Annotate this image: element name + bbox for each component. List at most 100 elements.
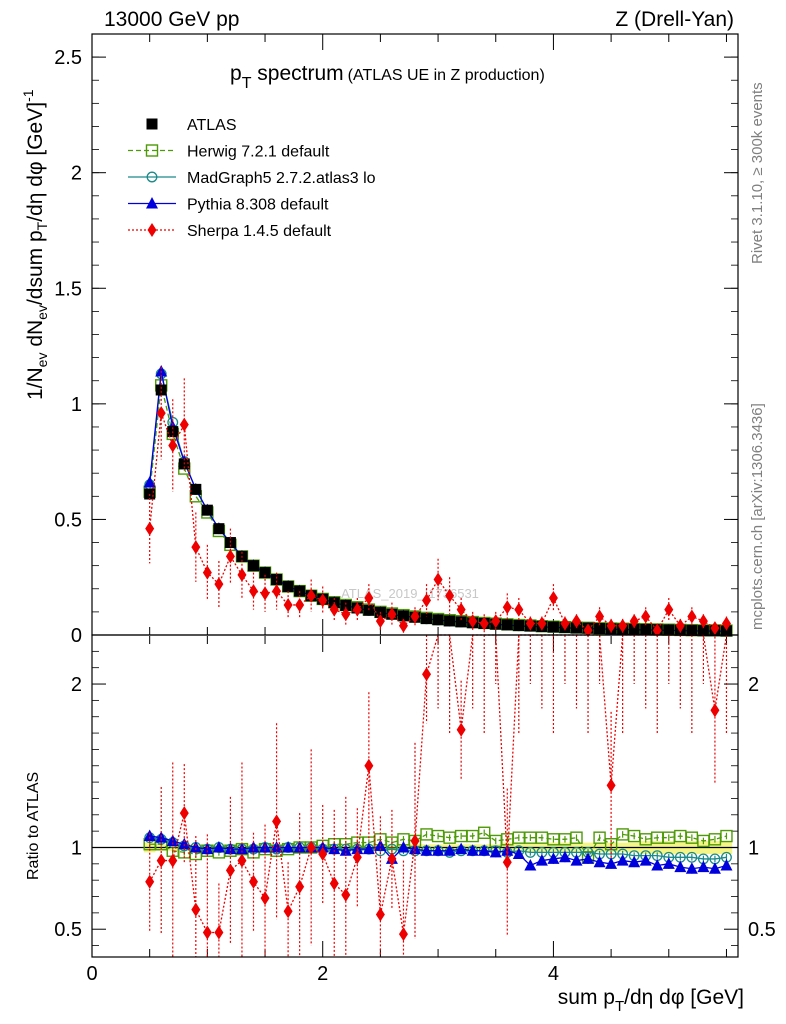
ratio-point-sherpa bbox=[387, 851, 397, 866]
legend-label-data: ATLAS bbox=[187, 117, 237, 134]
ratio-point-sherpa bbox=[168, 853, 178, 868]
ratio-point-sherpa bbox=[352, 850, 362, 865]
main-point-data bbox=[155, 384, 167, 396]
main-ytick-label: 1 bbox=[71, 394, 82, 416]
legend-marker-madgraph bbox=[146, 171, 158, 183]
main-point-sherpa bbox=[618, 618, 628, 633]
main-point-data bbox=[594, 623, 606, 635]
ratio-series bbox=[143, 634, 733, 957]
legend-label-madgraph: MadGraph5 2.7.2.atlas3 lo bbox=[187, 170, 376, 187]
main-series bbox=[143, 364, 733, 638]
main-point-sherpa bbox=[168, 438, 178, 453]
main-point-sherpa bbox=[237, 567, 247, 582]
ratio-point-pythia bbox=[259, 840, 272, 853]
main-point-sherpa bbox=[525, 616, 535, 631]
ratio-point-pythia bbox=[212, 840, 225, 853]
main-point-sherpa bbox=[145, 521, 155, 536]
ratio-point-pythia bbox=[651, 858, 664, 871]
main-point-data bbox=[547, 621, 559, 633]
main-point-sherpa bbox=[156, 406, 166, 421]
main-point-sherpa bbox=[341, 607, 351, 622]
main-point-data bbox=[421, 613, 433, 625]
main-point-data bbox=[271, 574, 283, 586]
ratio-point-pythia bbox=[616, 854, 629, 866]
main-point-data bbox=[628, 623, 640, 635]
ratio-point-herwig bbox=[570, 831, 583, 844]
ratio-point-pythia bbox=[466, 844, 479, 856]
main-ytick-label: 0.5 bbox=[54, 509, 82, 531]
main-point-sherpa bbox=[214, 577, 224, 592]
ratio-point-sherpa bbox=[145, 874, 155, 889]
main-point-sherpa bbox=[329, 602, 339, 617]
ratio-point-pythia bbox=[570, 854, 583, 866]
ratio-point-sherpa bbox=[202, 925, 212, 940]
ratio-point-pythia bbox=[143, 829, 156, 842]
ratio-point-herwig bbox=[593, 831, 606, 844]
ratio-point-sherpa bbox=[364, 758, 374, 773]
header-left: 13000 GeV pp bbox=[104, 8, 239, 31]
main-point-sherpa bbox=[179, 417, 189, 432]
legend-marker-pythia bbox=[146, 197, 158, 209]
main-point-data bbox=[282, 580, 294, 592]
ratio-point-sherpa bbox=[306, 840, 316, 855]
ratio-point-pythia bbox=[512, 847, 525, 860]
main-point-sherpa bbox=[583, 623, 593, 638]
main-point-data bbox=[248, 560, 259, 572]
main-point-sherpa bbox=[456, 602, 466, 617]
watermark: ATLAS_2019_I1736531 bbox=[341, 586, 479, 601]
legend-item-madgraph: MadGraph5 2.7.2.atlas3 lo bbox=[128, 170, 376, 187]
main-point-data bbox=[397, 610, 409, 622]
header-right: Z (Drell-Yan) bbox=[615, 8, 734, 31]
ratio-ytick-label: 2 bbox=[71, 674, 82, 696]
ratio-point-sherpa bbox=[422, 667, 432, 682]
main-point-sherpa bbox=[560, 616, 570, 631]
ratio-point-pythia bbox=[639, 854, 652, 866]
ratio-point-sherpa bbox=[272, 814, 282, 829]
main-point-data bbox=[201, 504, 213, 516]
ratio-point-sherpa bbox=[398, 927, 408, 942]
ratio-point-sherpa bbox=[318, 847, 328, 862]
main-point-sherpa bbox=[318, 593, 328, 608]
main-point-data bbox=[663, 624, 675, 636]
ratio-point-pythia bbox=[455, 842, 468, 855]
ratio-plot-frame bbox=[91, 634, 739, 958]
ratio-point-pythia bbox=[662, 857, 675, 869]
x-tick-label: 2 bbox=[317, 963, 328, 985]
ratio-point-sherpa bbox=[191, 902, 201, 917]
ratio-point-sherpa bbox=[410, 833, 420, 848]
main-point-sherpa bbox=[710, 621, 720, 636]
ratio-point-sherpa bbox=[225, 863, 235, 878]
main-ytick-label: 2.5 bbox=[54, 47, 82, 69]
main-point-data bbox=[501, 619, 513, 631]
ratio-ytick-label-right: 1 bbox=[748, 837, 759, 859]
main-ylabel: 1/Nev dNev/dsum pT/dη dφ [GeV]-1 bbox=[20, 89, 50, 400]
main-point-sherpa bbox=[387, 607, 397, 622]
ratio-point-pythia bbox=[328, 842, 341, 855]
main-point-sherpa bbox=[595, 609, 605, 624]
ratio-point-sherpa bbox=[237, 853, 247, 868]
ratio-point-madgraph bbox=[524, 846, 536, 858]
ratio-point-sherpa bbox=[456, 722, 466, 737]
ratio-point-herwig bbox=[478, 826, 491, 839]
main-point-sherpa bbox=[364, 591, 374, 606]
main-point-sherpa bbox=[375, 614, 385, 629]
main-point-data bbox=[190, 483, 202, 495]
ratio-point-pythia bbox=[397, 840, 410, 853]
ratio-point-pythia bbox=[685, 862, 698, 874]
main-point-sherpa bbox=[641, 609, 651, 624]
main-point-sherpa bbox=[260, 586, 270, 601]
legend-label-sherpa: Sherpa 1.4.5 default bbox=[187, 223, 332, 240]
legend: ATLAS Herwig 7.2.1 default MadGraph5 2.7.2… bbox=[128, 117, 376, 240]
main-point-sherpa bbox=[479, 616, 489, 631]
main-point-sherpa bbox=[652, 623, 662, 638]
ratio-point-sherpa bbox=[295, 879, 305, 894]
main-point-sherpa bbox=[468, 614, 478, 629]
ratio-point-sherpa bbox=[710, 703, 720, 718]
ratio-point-pythia bbox=[535, 854, 548, 866]
main-point-sherpa bbox=[398, 618, 408, 633]
main-y-ticks: 0 0.5 1 1.5 2 2.5 bbox=[54, 47, 738, 647]
ratio-point-pythia bbox=[224, 842, 237, 855]
ratio-point-sherpa bbox=[156, 853, 166, 868]
main-point-sherpa bbox=[202, 565, 212, 580]
